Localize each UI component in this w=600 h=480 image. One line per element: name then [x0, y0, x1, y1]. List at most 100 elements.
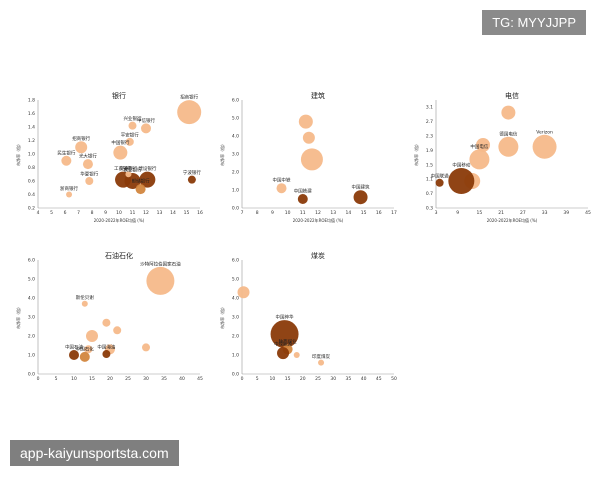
x-tick-label: 13: [157, 210, 163, 216]
y-tick-label: 0.2: [28, 206, 35, 212]
bubble-point: [177, 100, 202, 125]
bubble-point: [146, 266, 175, 295]
y-tick-label: 1.0: [232, 188, 239, 194]
bubble-point: [139, 171, 156, 188]
x-tick-label: 40: [179, 376, 185, 382]
y-tick-label: 4.0: [232, 296, 239, 302]
x-tick-label: 11: [130, 210, 136, 216]
y-tick-label: 2.0: [232, 170, 239, 176]
bubble-point: [237, 286, 250, 299]
bubble-point: [102, 318, 111, 327]
y-axis-label: 市净率（倍）: [15, 305, 21, 329]
x-tick-label: 14: [170, 210, 176, 216]
x-tick-label: 13: [330, 210, 336, 216]
x-tick-label: 50: [391, 376, 397, 382]
x-tick-label: 4: [37, 210, 40, 216]
bubble-label: 中国建筑: [352, 184, 370, 191]
x-tick-label: 20: [107, 376, 113, 382]
y-tick-label: 4.0: [232, 134, 239, 140]
y-tick-label: 4.0: [28, 296, 35, 302]
bubble-point: [498, 136, 519, 157]
bubble-point: [84, 345, 93, 354]
x-tick-label: 20: [300, 376, 306, 382]
bubble-point: [187, 175, 196, 184]
bubble-label: 建设银行: [138, 165, 156, 172]
bubble-point: [82, 159, 93, 170]
bubble-label: 中国神华: [276, 314, 294, 321]
bubble-point: [125, 137, 134, 146]
bubble-label: 华夏银行: [80, 171, 98, 178]
bubble-point: [102, 350, 111, 359]
x-tick-label: 17: [391, 210, 397, 216]
y-tick-label: 2.7: [426, 119, 433, 125]
bubble-label: 宁波银行: [183, 169, 201, 176]
bubble-point: [476, 138, 491, 152]
bubble-point: [353, 190, 368, 205]
x-tick-label: 15: [285, 376, 291, 382]
bubble-label: 光大银行: [79, 153, 97, 160]
x-axis-label: 2020-2022年ROE均值 (%): [94, 217, 145, 223]
y-tick-label: 0.6: [28, 179, 35, 185]
x-tick-label: 8: [256, 210, 259, 216]
y-axis-label: 市净率（倍）: [219, 142, 225, 166]
x-tick-label: 16: [197, 210, 203, 216]
bubble-point: [81, 300, 88, 307]
chart-title: 煤炭: [311, 251, 325, 260]
bubble-point: [61, 155, 72, 166]
y-axis-label: 市净率（倍）: [219, 305, 225, 329]
x-tick-label: 12: [315, 210, 321, 216]
bubble-point: [293, 352, 300, 358]
y-tick-label: 6.0: [28, 258, 35, 264]
x-tick-label: 15: [477, 210, 483, 216]
bubble-label: 陕西煤业: [279, 338, 297, 345]
y-tick-label: 1.4: [28, 125, 35, 131]
y-tick-label: 1.8: [28, 98, 35, 104]
x-tick-label: 6: [64, 210, 67, 216]
y-tick-label: 5.0: [232, 277, 239, 283]
y-tick-label: 3.0: [232, 152, 239, 158]
y-axis-label: 市净率（倍）: [413, 142, 419, 166]
bubble-point: [297, 194, 308, 204]
x-tick-label: 21: [498, 210, 504, 216]
bubble-point: [318, 359, 325, 366]
bubble-label: 邮储银行: [132, 178, 150, 185]
bubble-label: 中国银行: [111, 139, 129, 146]
y-tick-label: 1.0: [28, 353, 35, 359]
x-tick-label: 25: [315, 376, 321, 382]
bubble-group: 招商银行宁波银行中信银行兴业银行平安银行招商银行中国银行工商银行农业银行建设银行…: [57, 94, 201, 198]
bubble-point: [66, 191, 73, 198]
bubble-label: 工商银行: [114, 165, 132, 172]
x-axis-label: 2020-2022年ROE均值 (%): [487, 217, 538, 223]
bubble-point: [501, 105, 516, 120]
y-tick-label: 0.0: [28, 372, 35, 378]
y-tick-label: 6.0: [232, 258, 239, 264]
bubble-label: 农业银行: [124, 167, 142, 174]
bubble-point: [270, 320, 299, 349]
bubble-point: [69, 350, 79, 360]
x-tick-label: 10: [71, 376, 77, 382]
x-tick-label: 5: [256, 376, 259, 382]
y-tick-label: 0.0: [232, 372, 239, 378]
x-tick-label: 5: [55, 376, 58, 382]
bubble-label: Verizon: [536, 129, 553, 135]
x-tick-label: 15: [184, 210, 190, 216]
bubble-label: 招商银行: [72, 135, 90, 142]
x-tick-label: 25: [125, 376, 131, 382]
y-tick-label: 1.5: [426, 162, 433, 168]
bubble-point: [469, 149, 490, 170]
bubble-point: [532, 134, 557, 159]
bubble-label: 兴业银行: [124, 115, 142, 122]
chart-telecom: 电信3 9 15 21 27 33 39 450.30.71.11.51.92.32.73.1…: [413, 91, 591, 223]
x-tick-label: 8: [91, 210, 94, 216]
bubble-point: [141, 123, 151, 134]
x-tick-label: 45: [197, 376, 203, 382]
y-tick-label: 0.4: [28, 192, 35, 198]
x-tick-label: 15: [89, 376, 95, 382]
bubble-point: [300, 148, 323, 171]
x-tick-label: 30: [330, 376, 336, 382]
bubble-label: 浙商银行: [60, 185, 78, 192]
bubble-point: [113, 326, 122, 335]
